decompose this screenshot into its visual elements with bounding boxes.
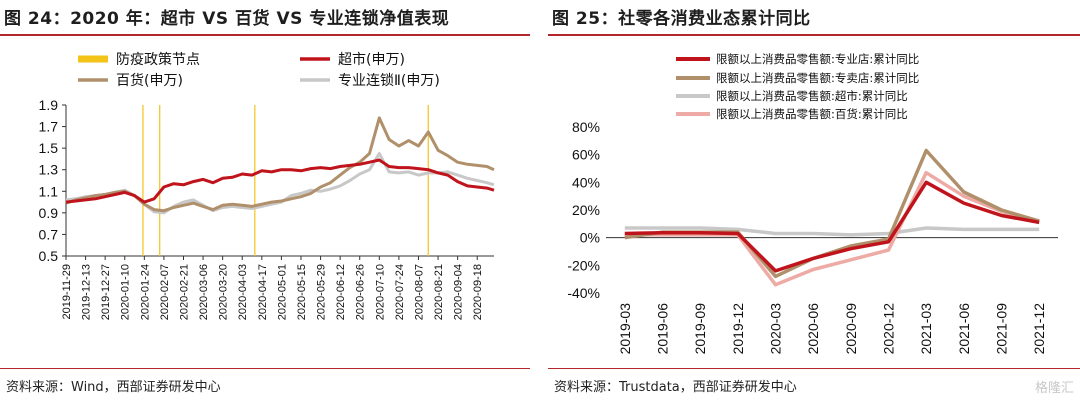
right-title-rule — [548, 34, 1080, 36]
y-tick-label: 0.5 — [39, 248, 59, 264]
legend-label: 限额以上消费品零售额:专业店:累计同比 — [716, 52, 919, 66]
x-tick-label: 2019-11-29 — [61, 264, 73, 319]
x-tick-label: 2020-09-18 — [472, 264, 484, 320]
y-tick-label: 0.7 — [39, 226, 59, 242]
legend-label: 限额以上消费品零售额:专卖店:累计同比 — [716, 71, 919, 85]
x-tick-label: 2020-05-15 — [296, 264, 308, 320]
left-source-note: 资料来源：Wind，西部证券研发中心 — [6, 380, 221, 395]
series-line — [624, 226, 1040, 237]
y-tick-label: 80% — [572, 119, 600, 135]
x-tick-label: 2020-04-03 — [237, 264, 249, 320]
left-chart-title: 图 24：2020 年：超市 VS 百货 VS 专业连锁净值表现 — [4, 9, 450, 29]
legend-label: 防疫政策节点 — [116, 51, 200, 68]
x-tick-label: 2020-05-01 — [276, 264, 288, 320]
right-source-note: 资料来源：Trustdata，西部证券研发中心 — [554, 380, 797, 395]
x-tick-label: 2019-12-27 — [100, 264, 112, 320]
series-line — [65, 152, 495, 215]
right-chart-panel: 图 25：社零各消费业态累计同比 -40% -20% 0% 20% 40% 60% 80% 2… — [548, 0, 1080, 402]
x-tick-label: 2020-03-20 — [218, 264, 230, 320]
series-line — [65, 158, 495, 204]
x-tick-label: 2020-06 — [805, 303, 821, 355]
x-tick-label: 2019-06 — [655, 303, 671, 355]
left-chart-panel: 图 24：2020 年：超市 VS 百货 VS 专业连锁净值表现 0.5 0.7 0… — [0, 0, 530, 402]
legend-label: 限额以上消费品零售额:超市:累计同比 — [716, 89, 908, 103]
legend-label: 专业连锁Ⅱ(申万) — [338, 73, 440, 89]
x-tick-label: 2021-03 — [918, 303, 934, 355]
y-tick-label: -40% — [567, 285, 600, 301]
x-tick-label: 2020-07-24 — [394, 264, 406, 320]
y-tick-label: 20% — [572, 202, 600, 218]
x-tick-label: 2020-09 — [843, 303, 859, 355]
series-line — [65, 116, 495, 213]
x-tick-label: 2020-12 — [881, 303, 897, 355]
y-tick-label: 0% — [580, 230, 600, 246]
legend-label: 超市(申万) — [338, 51, 405, 68]
series-line — [624, 170, 1040, 287]
x-tick-label: 2020-01-10 — [120, 264, 132, 320]
left-bottom-rule — [0, 368, 530, 369]
x-tick-label: 2019-03 — [617, 303, 633, 355]
x-tick-label: 2021-09 — [994, 303, 1010, 355]
y-tick-label: 1.9 — [39, 97, 59, 113]
x-tick-label: 2020-06-26 — [355, 264, 367, 320]
x-tick-label: 2021-06 — [956, 303, 972, 355]
series-line — [624, 148, 1040, 279]
y-tick-label: 1.3 — [39, 162, 59, 178]
x-tick-label: 2020-08-21 — [433, 264, 445, 320]
x-tick-label: 2019-12 — [730, 303, 746, 355]
x-tick-label: 2020-03 — [768, 303, 784, 355]
x-tick-label: 2020-02-21 — [178, 264, 190, 320]
x-tick-label: 2019-12-13 — [81, 264, 93, 320]
x-tick-label: 2020-09-04 — [453, 264, 465, 320]
y-tick-label: 0.9 — [39, 205, 59, 221]
x-tick-label: 2019-09 — [692, 303, 708, 355]
x-tick-label: 2020-05-29 — [316, 264, 328, 320]
left-title-rule — [0, 34, 530, 36]
right-bottom-rule — [548, 368, 1080, 369]
x-tick-label: 2020-02-07 — [159, 264, 171, 320]
y-tick-label: 1.7 — [39, 119, 59, 135]
legend-label: 限额以上消费品零售额:百货:累计同比 — [716, 107, 908, 121]
x-tick-label: 2020-06-12 — [335, 264, 347, 320]
watermark-logo: 格隆汇 — [1034, 381, 1074, 396]
y-tick-label: 40% — [572, 174, 600, 190]
x-tick-label: 2020-01-24 — [139, 264, 151, 320]
right-chart-title: 图 25：社零各消费业态累计同比 — [552, 9, 811, 29]
y-tick-label: 1.5 — [39, 140, 59, 156]
y-tick-label: -20% — [567, 257, 600, 273]
x-tick-label: 2020-04-17 — [257, 264, 269, 320]
left-line-chart: 0.5 0.7 0.9 1.1 1.3 1.5 1.7 1.9 2019-11-29 2019-1… — [39, 51, 495, 320]
right-line-chart: -40% -20% 0% 20% 40% 60% 80% 2019-03 2019-06 2019… — [567, 52, 1058, 355]
y-tick-label: 1.1 — [39, 183, 59, 199]
y-tick-label: 60% — [572, 147, 600, 163]
legend-label: 百货(申万) — [116, 72, 183, 89]
x-tick-label: 2020-07-10 — [374, 264, 386, 320]
x-tick-label: 2020-03-06 — [198, 264, 210, 320]
x-tick-label: 2021-12 — [1031, 303, 1047, 355]
series-line — [624, 180, 1040, 273]
x-tick-label: 2020-08-07 — [413, 264, 425, 320]
